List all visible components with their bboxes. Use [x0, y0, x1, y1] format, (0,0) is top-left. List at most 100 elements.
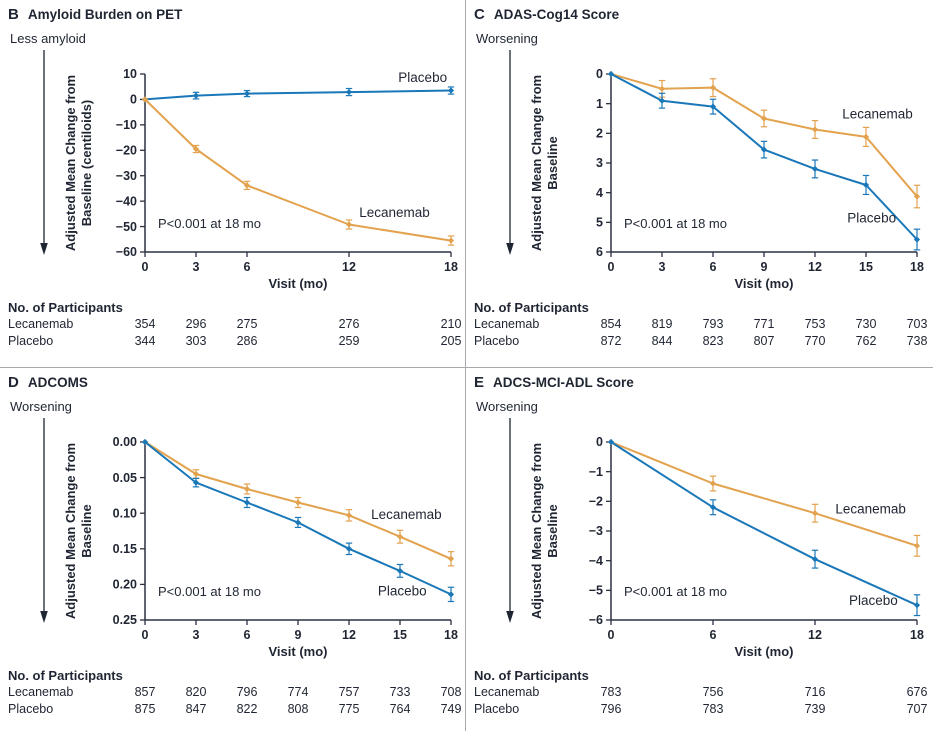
participant-count: 807: [753, 334, 775, 348]
lecanemab-series-label: Lecanemab: [842, 107, 913, 122]
y-tick-label: −40: [116, 194, 137, 208]
y-tick-label: 2: [596, 127, 603, 141]
placebo-marker: [345, 88, 353, 96]
participant-count: 771: [753, 317, 775, 331]
participants-row: Placebo 872 844 823 807 770 762 738: [466, 334, 933, 350]
lecanemab-marker: [913, 193, 921, 200]
lecanemab-marker: [658, 85, 666, 92]
lecanemab-marker: [709, 84, 717, 91]
lecanemab-marker: [141, 96, 149, 103]
participant-count: 708: [440, 685, 462, 699]
x-tick-label: 0: [608, 628, 615, 642]
y-tick-label: 0: [130, 93, 137, 107]
y-tick-label: −6: [589, 613, 603, 627]
panel-letter: C: [474, 6, 485, 23]
x-tick-label: 3: [193, 260, 200, 274]
placebo-marker: [760, 146, 768, 153]
participant-count: 749: [440, 702, 462, 716]
y-tick-label: 0.00: [113, 435, 137, 449]
placebo-marker: [913, 236, 921, 243]
lecanemab-line: [610, 441, 918, 547]
x-tick-label: 12: [808, 260, 822, 274]
x-axis-label: Visit (mo): [734, 644, 794, 659]
y-tick-label: 10: [123, 67, 137, 81]
placebo-marker: [862, 181, 870, 189]
lecanemab-marker: [243, 182, 251, 189]
x-tick-label: 12: [808, 628, 822, 642]
p-value-annotation: P<0.001 at 18 mo: [158, 584, 261, 599]
x-tick-label: 12: [342, 628, 356, 642]
lecanemab-series-label: Lecanemab: [835, 501, 906, 516]
x-tick-label: 6: [710, 260, 717, 274]
y-tick-label: 5: [596, 216, 603, 230]
y-tick-label: −4: [589, 554, 603, 568]
participants-row-label: Placebo: [8, 334, 54, 348]
panel-letter: E: [474, 374, 485, 391]
x-axis-label: Visit (mo): [734, 276, 794, 291]
placebo-marker: [141, 438, 149, 446]
y-tick-label: −2: [589, 495, 603, 509]
panel-adcs-mci-adl: E ADCS-MCI-ADL Score Worsening Adjusted …: [466, 368, 933, 731]
participant-count: 820: [185, 685, 207, 699]
placebo-line: [610, 441, 918, 607]
participants-header: No. of Participants: [474, 668, 589, 683]
participant-count: 286: [236, 334, 258, 348]
placebo-marker: [447, 591, 455, 598]
x-tick-label: 18: [910, 628, 924, 642]
line-chart: 0.00 0.05 0.10 0.15 0.20 0.25 0 3 6 9 12 15 18 P<0.00…: [113, 435, 458, 642]
participants-row: Placebo 796 783 739 707: [466, 702, 933, 718]
x-tick-label: 15: [859, 260, 873, 274]
participants-row-label: Lecanemab: [474, 317, 540, 331]
panel-letter: D: [8, 374, 19, 391]
placebo-marker: [607, 438, 615, 446]
participants-header: No. of Participants: [8, 300, 123, 315]
participant-count: 716: [804, 685, 826, 699]
participant-count: 275: [236, 317, 258, 331]
participant-count: 739: [804, 702, 826, 716]
y-tick-label: 0.25: [113, 613, 137, 627]
participants-row-label: Placebo: [474, 334, 520, 348]
y-tick-label: −50: [116, 220, 137, 234]
p-value-annotation: P<0.001 at 18 mo: [158, 216, 261, 231]
lecanemab-marker: [294, 499, 302, 506]
lecanemab-marker: [192, 145, 200, 153]
x-tick-label: 18: [444, 260, 458, 274]
participant-count: 872: [600, 334, 622, 348]
down-arrow-icon: [40, 418, 48, 623]
participant-count: 770: [804, 334, 826, 348]
y-tick-label: 0.20: [113, 578, 137, 592]
lecanemab-marker: [447, 555, 455, 562]
participant-count: 276: [338, 317, 360, 331]
participant-count: 775: [338, 702, 360, 716]
lecanemab-marker: [396, 533, 404, 540]
x-tick-label: 3: [193, 628, 200, 642]
participant-count: 808: [287, 702, 309, 716]
participant-count: 707: [906, 702, 928, 716]
lecanemab-marker: [760, 115, 768, 122]
y-tick-label: 0: [596, 67, 603, 81]
placebo-marker: [345, 545, 353, 552]
participant-count: 733: [389, 685, 411, 699]
participant-count: 844: [651, 334, 673, 348]
participant-count: 764: [389, 702, 411, 716]
y-tick-label: 0.15: [113, 542, 137, 556]
y-tick-label: 0: [596, 435, 603, 449]
participant-count: 303: [185, 334, 207, 348]
y-tick-label: −5: [589, 584, 603, 598]
placebo-marker: [447, 87, 455, 94]
panel-header: C ADAS-Cog14 Score: [474, 6, 619, 23]
placebo-marker: [709, 103, 717, 110]
down-arrow-icon: [40, 50, 48, 255]
direction-label: Worsening: [10, 399, 72, 414]
participant-count: 783: [702, 702, 724, 716]
participant-count: 796: [236, 685, 258, 699]
lecanemab-marker: [811, 126, 819, 133]
participant-count: 783: [600, 685, 622, 699]
participant-count: 822: [236, 702, 258, 716]
x-axis-label: Visit (mo): [268, 276, 328, 291]
panel-title: ADAS-Cog14 Score: [493, 7, 620, 22]
direction-label: Less amyloid: [10, 31, 86, 46]
line-chart: 10 0 −10 −20 −30 −40 −50 −60 0 3 6 12 18 P<0.001 at 1…: [116, 67, 458, 274]
lecanemab-marker: [811, 510, 819, 517]
